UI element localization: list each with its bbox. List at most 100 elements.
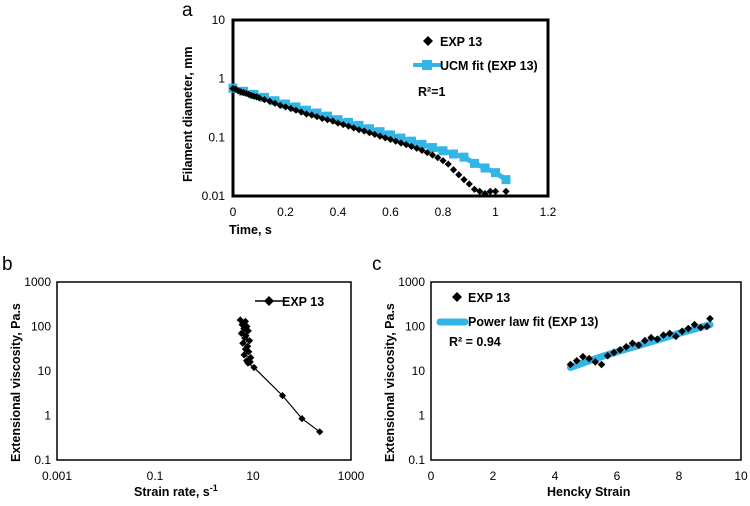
panel-a-exp13-point xyxy=(308,111,316,119)
panel-b-exp13-point xyxy=(240,351,248,359)
panel-a-ytick-label: 0.1 xyxy=(208,130,225,144)
panel-a-xtick-label: 0 xyxy=(230,205,237,219)
panel-a-exp13-point xyxy=(428,151,437,159)
panel-a-exp13-point xyxy=(460,176,468,184)
panel-b-ytick-label: 10 xyxy=(38,364,52,378)
panel-c-ytick-label: 0.1 xyxy=(408,453,425,467)
panel-a-exp13-point xyxy=(502,187,510,195)
panel-b-exp13-point xyxy=(239,339,247,347)
panel-b-legend-marker xyxy=(264,296,274,306)
panel-a-exp13-point xyxy=(418,146,426,154)
panel-a-legend-exp13-label: EXP 13 xyxy=(440,35,482,49)
panel-a-ucm-fit-point xyxy=(417,139,427,149)
panel-a-x-ticks: 0 0.2 0.4 0.6 0.8 1 1.2 xyxy=(230,205,557,219)
panel-b-ytick-label: 1000 xyxy=(24,275,51,289)
panel-a-exp13-point xyxy=(491,187,500,195)
panel-b-exp13-point xyxy=(298,415,306,423)
panel-c-exp13-point xyxy=(634,341,643,349)
panel-b-exp13-point xyxy=(278,392,287,400)
panel-b-xlabel-text: Strain rate, s xyxy=(134,485,210,499)
panel-a-exp13-point xyxy=(486,187,494,195)
panel-a-ucm-fit-point xyxy=(354,120,364,130)
panel-a-exp13-point xyxy=(329,117,337,125)
panel-c-exp13-series xyxy=(566,314,714,369)
panel-a-exp13-point xyxy=(276,101,284,110)
panel-a-ucm-fit-point xyxy=(302,105,311,115)
panel-c-exp13-point xyxy=(690,320,699,329)
panel-a-exp13-point xyxy=(323,116,332,124)
panel-a-exp13-point xyxy=(318,114,326,123)
panel-c-letter: c xyxy=(372,254,382,275)
panel-a-xtick-label: 0.8 xyxy=(435,205,452,219)
panel-b-ylabel: Extensional viscosity, Pa.s xyxy=(9,303,23,462)
panel-a-exp13-point xyxy=(334,119,342,127)
panel-a-ucm-fit-point xyxy=(386,130,395,140)
panel-a-ytick-label: 10 xyxy=(212,13,226,27)
panel-a-xtick-label: 0.6 xyxy=(382,205,399,219)
panel-c-exp13-point xyxy=(703,322,711,331)
panel-a-ucm-fit-point xyxy=(438,146,448,156)
panel-a-exp13-point xyxy=(339,120,347,129)
panel-b-exp13-point xyxy=(247,354,255,362)
panel-a-exp13-point xyxy=(271,99,279,107)
panel-c-exp13-point xyxy=(585,354,593,363)
panel-b-exp13-point xyxy=(241,334,249,342)
panel-a-exp13-point xyxy=(455,171,463,179)
panel-b-xtick-label: 0.001 xyxy=(42,469,72,483)
panel-b-exp13-point xyxy=(242,357,251,365)
panel-a-ucm-fit-point xyxy=(312,108,322,118)
panel-c-y-ticks: 0.1 1 10 100 1000 xyxy=(398,275,425,467)
panel-b-xtick-label: 10 xyxy=(246,469,260,483)
panel-a-exp13-point xyxy=(444,160,452,168)
panel-b-exp13-point xyxy=(240,324,248,333)
panel-b-xlabel: Strain rate, s-1 xyxy=(134,483,218,499)
panel-c-xtick-label: 4 xyxy=(552,469,559,483)
panel-a-y-ticks: 0.01 0.1 1 10 xyxy=(202,13,226,203)
panel-c-exp13-point xyxy=(616,345,624,354)
panel-b-ytick-label: 100 xyxy=(31,320,51,334)
panel-c-exp13-point xyxy=(696,323,705,332)
panel-b-exp13-point xyxy=(250,363,258,372)
panel-a-exp13-point xyxy=(413,144,421,152)
panel-b-exp13-point xyxy=(245,348,253,356)
panel-a-xtick-label: 1 xyxy=(492,205,499,219)
panel-c-xtick-label: 2 xyxy=(490,469,497,483)
panel-a-legend-ucm-marker xyxy=(422,60,432,70)
panel-a-exp13-point xyxy=(297,108,305,116)
panel-a-ucm-fit-point xyxy=(428,143,437,153)
panel-c-exp13-point xyxy=(622,342,631,351)
panel-a-exp13-point xyxy=(355,126,363,134)
panel-a-exp13-point xyxy=(434,154,442,162)
panel-c: c 0.1 1 10 100 1000 0 2 4 6 8 10 Hencky Strain Ex… xyxy=(372,254,748,499)
panel-c-exp13-point xyxy=(684,324,693,333)
panel-b-y-ticks: 0.1 1 10 100 1000 xyxy=(24,275,51,467)
panel-c-plot-frame xyxy=(430,281,742,461)
panel-c-exp13-point xyxy=(665,329,674,338)
panel-a-exp13-point xyxy=(247,91,255,99)
panel-a-ucm-fit-point xyxy=(480,163,490,173)
panel-b: b 0.1 1 10 100 1000 0.001 0.1 10 1000 Strain ra… xyxy=(2,254,365,499)
panel-a-ytick-label: 1 xyxy=(218,72,225,86)
panel-a-exp13-point xyxy=(397,139,405,147)
panel-b-exp13-point xyxy=(245,337,254,345)
panel-b-xtick-label: 0.1 xyxy=(147,469,164,483)
panel-c-exp13-point xyxy=(597,360,606,369)
panel-c-exp13-point xyxy=(579,352,587,361)
panel-a-exp13-point xyxy=(360,127,368,135)
panel-c-legend-exp13-label: EXP 13 xyxy=(468,291,510,305)
panel-a-exp13-point xyxy=(476,187,484,195)
panel-a-exp13-series xyxy=(229,84,510,198)
panel-c-ytick-label: 100 xyxy=(405,320,425,334)
panel-b-letter: b xyxy=(2,254,13,275)
panel-b-plot-frame xyxy=(56,281,352,461)
panel-b-exp13-point xyxy=(244,359,252,367)
panel-b-ytick-label: 1 xyxy=(44,409,51,423)
panel-a-exp13-point xyxy=(423,148,431,157)
panel-c-exp13-point xyxy=(566,360,575,369)
panel-b-exp13-point xyxy=(237,329,246,337)
panel-c-exp13-point xyxy=(591,358,600,366)
panel-a-ucm-fit-point xyxy=(344,117,353,127)
panel-a-exp13-point xyxy=(439,157,447,165)
panel-a-exp13-point xyxy=(470,185,479,193)
